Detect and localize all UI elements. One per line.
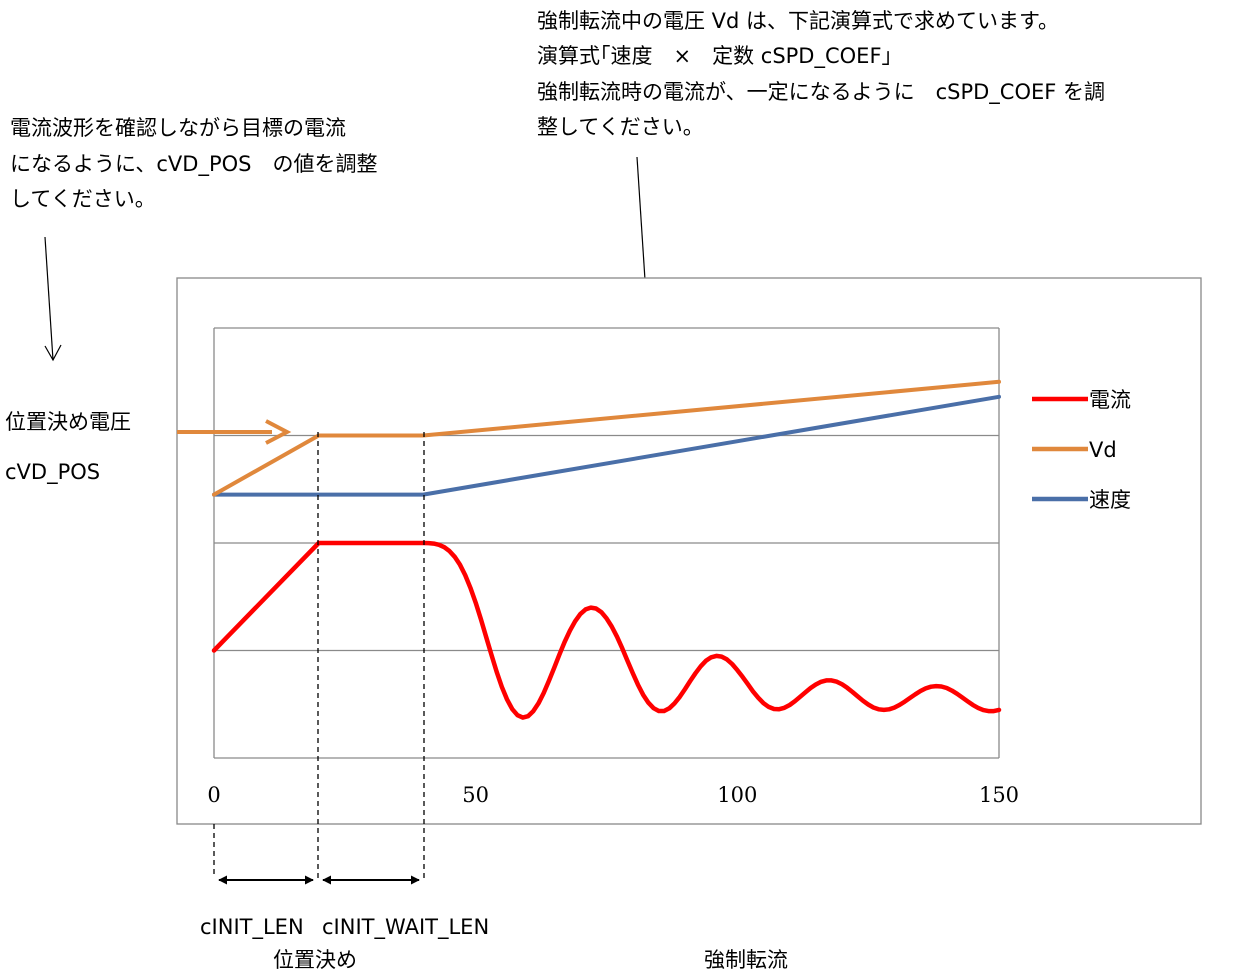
legend: 電流 Vd 速度 <box>1032 388 1131 512</box>
init-len-label: cINIT_LEN <box>200 915 304 940</box>
vd-note-line-1: 強制転流中の電圧 Vd は、下記演算式で求めています。 <box>537 9 1059 33</box>
series-lines <box>211 379 1002 720</box>
current-note-arrowhead <box>44 344 62 362</box>
current-note-line-3: してください。 <box>10 187 156 211</box>
current-note-line-1: 電流波形を確認しながら目標の電流 <box>10 116 346 140</box>
current-note-arrow <box>44 236 54 361</box>
current-note: 電流波形を確認しながら目標の電流 になるように、cVD_POS の値を調整 して… <box>10 116 377 211</box>
chart-border <box>176 277 1202 825</box>
vd-note-line-2: 演算式｢速度 × 定数 cSPD_COEF｣ <box>537 44 892 69</box>
vd-note-line-3: 強制転流時の電流が、一定になるように cSPD_COEF を調 <box>537 80 1105 105</box>
x-tick-label-100: 100 <box>717 783 757 807</box>
series-line-2 <box>211 540 1002 720</box>
x-tick-label-0: 0 <box>207 783 220 807</box>
x-tick-label-50: 50 <box>462 783 489 807</box>
pos-voltage-label-2: cVD_POS <box>5 460 100 485</box>
current-note-line-2: になるように、cVD_POS の値を調整 <box>10 152 377 177</box>
vd-formula-note: 強制転流中の電圧 Vd は、下記演算式で求めています。 演算式｢速度 × 定数 … <box>537 9 1105 139</box>
legend-label-1: Vd <box>1089 438 1117 462</box>
legend-label-2: 速度 <box>1089 488 1131 512</box>
phase-positioning-label: 位置決め <box>273 948 357 972</box>
init-wait-len-label: cINIT_WAIT_LEN <box>322 915 489 940</box>
x-axis-ticks: 0 50 100 150 <box>207 783 1019 807</box>
x-tick-label-150: 150 <box>979 783 1019 807</box>
legend-label-0: 電流 <box>1089 388 1131 412</box>
series-line-0 <box>212 394 1001 497</box>
pos-voltage-label-1: 位置決め電圧 <box>5 410 131 434</box>
phase-forced-label: 強制転流 <box>704 948 788 972</box>
pos-voltage-arrowhead <box>265 419 292 445</box>
vd-note-line-4: 整してください。 <box>537 115 704 139</box>
series-line-1 <box>212 379 1001 497</box>
